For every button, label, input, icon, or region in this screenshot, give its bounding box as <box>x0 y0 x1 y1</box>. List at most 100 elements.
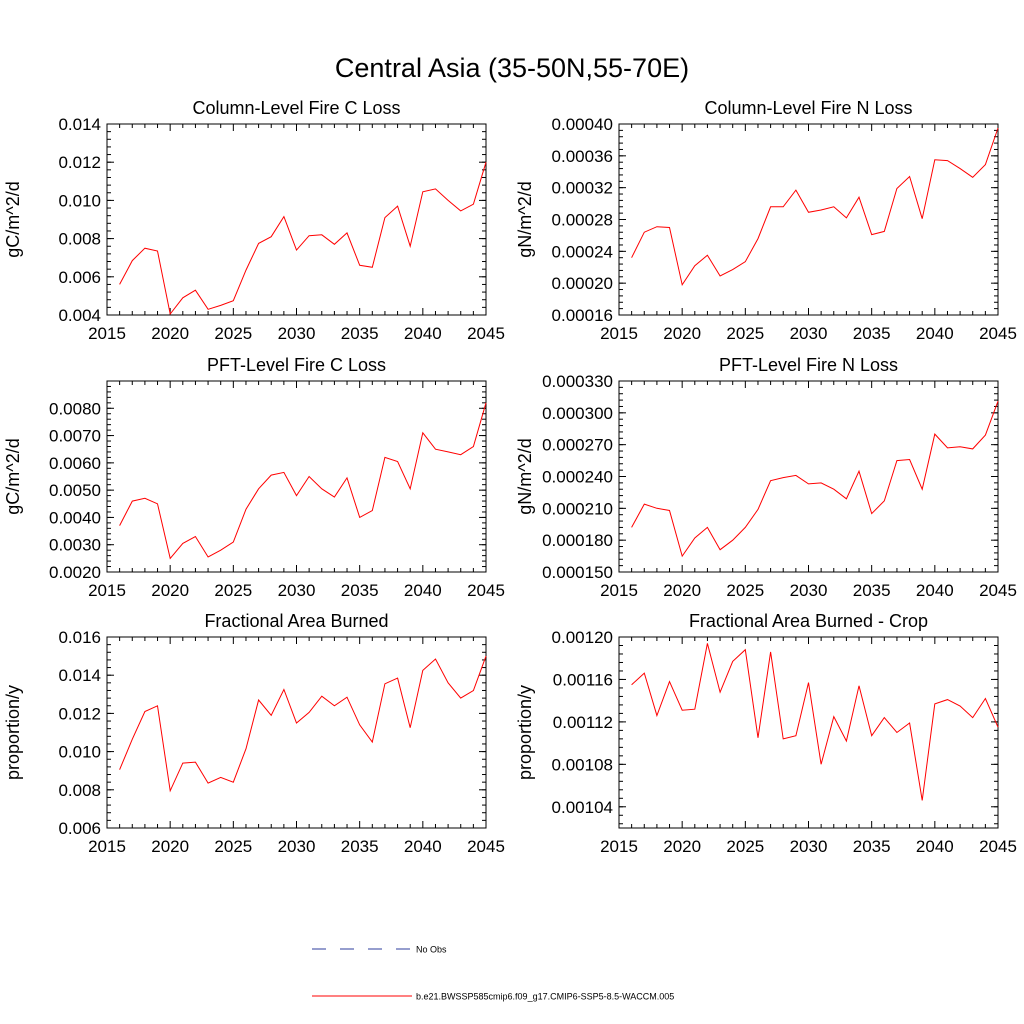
y-tick-label: 0.0060 <box>49 454 101 473</box>
x-tick-label: 2020 <box>151 837 189 856</box>
plot-frame <box>106 636 487 829</box>
x-tick-label: 2015 <box>600 324 638 343</box>
y-tick-label: 0.006 <box>58 268 101 287</box>
y-tick-label: 0.00108 <box>552 755 613 774</box>
legend-obs-label: No Obs <box>416 945 447 955</box>
x-tick-label: 2020 <box>663 581 701 600</box>
y-axis-label: gC/m^2/d <box>3 438 23 514</box>
y-tick-label: 0.010 <box>58 191 101 210</box>
legend-model-label: b.e21.BWSSP585cmip6.f09_g17.CMIP6-SSP5-8… <box>416 992 674 1002</box>
x-tick-label: 2015 <box>88 324 126 343</box>
y-tick-label: 0.004 <box>58 306 101 325</box>
y-tick-label: 0.006 <box>58 819 101 838</box>
x-tick-label: 2020 <box>151 581 189 600</box>
series-line <box>119 402 487 560</box>
panel-title: Column-Level Fire C Loss <box>192 98 400 118</box>
x-tick-label: 2040 <box>916 581 954 600</box>
x-tick-label: 2030 <box>278 581 316 600</box>
y-axis-label: gN/m^2/d <box>515 438 535 514</box>
y-tick-label: 0.000300 <box>542 404 613 423</box>
y-tick-label: 0.0030 <box>49 536 101 555</box>
panels: Column-Level Fire C Loss gC/m^2/d 2015 2020… <box>3 98 1017 856</box>
chart-panel-3: PFT-Level Fire C Loss gC/m^2/d 2015 2020 202… <box>3 355 505 600</box>
x-tick-label: 2030 <box>790 837 828 856</box>
x-tick-label: 2040 <box>404 837 442 856</box>
y-tick-label: 0.014 <box>58 115 101 134</box>
panel-title: Column-Level Fire N Loss <box>704 98 912 118</box>
x-tick-label: 2035 <box>341 837 379 856</box>
x-tick-label: 2035 <box>853 581 891 600</box>
x-tick-label: 2035 <box>853 324 891 343</box>
y-tick-label: 0.00024 <box>552 242 613 261</box>
y-tick-label: 0.000270 <box>542 436 613 455</box>
x-tick-label: 2015 <box>88 581 126 600</box>
y-axis-label: gN/m^2/d <box>515 181 535 257</box>
x-tick-label: 2015 <box>600 837 638 856</box>
x-tick-label: 2025 <box>214 837 252 856</box>
panel-title: PFT-Level Fire C Loss <box>207 355 386 375</box>
y-axis-label: proportion/y <box>515 685 535 780</box>
x-tick-label: 2020 <box>151 324 189 343</box>
x-tick-label: 2045 <box>979 581 1017 600</box>
x-tick-label: 2025 <box>726 581 764 600</box>
y-tick-label: 0.00040 <box>552 115 613 134</box>
figure-title: Central Asia (35-50N,55-70E) <box>335 53 689 83</box>
plot-frame <box>106 380 487 573</box>
y-tick-label: 0.000180 <box>542 531 613 550</box>
x-tick-label: 2045 <box>467 837 505 856</box>
y-tick-label: 0.0050 <box>49 481 101 500</box>
plot-frame <box>618 123 999 316</box>
y-tick-label: 0.0020 <box>49 563 101 582</box>
y-tick-label: 0.000240 <box>542 468 613 487</box>
x-tick-label: 2045 <box>979 324 1017 343</box>
y-tick-label: 0.00028 <box>552 211 613 230</box>
y-tick-label: 0.00020 <box>552 274 613 293</box>
x-tick-label: 2025 <box>726 837 764 856</box>
x-tick-label: 2015 <box>88 837 126 856</box>
y-tick-label: 0.00112 <box>553 713 613 732</box>
series-line <box>119 655 487 793</box>
series-line <box>631 643 999 801</box>
y-tick-label: 0.00032 <box>552 179 613 198</box>
y-tick-label: 0.00120 <box>552 628 613 647</box>
y-tick-label: 0.010 <box>58 743 101 762</box>
x-tick-label: 2040 <box>916 324 954 343</box>
y-tick-label: 0.012 <box>58 704 101 723</box>
chart-panel-1: Column-Level Fire C Loss gC/m^2/d 2015 2020… <box>3 98 505 343</box>
x-tick-label: 2020 <box>663 324 701 343</box>
x-tick-label: 2045 <box>467 581 505 600</box>
plot-frame <box>618 636 999 829</box>
chart-panel-5: Fractional Area Burned proportion/y 2015 20… <box>3 611 505 856</box>
legend: No Obs b.e21.BWSSP585cmip6.f09_g17.CMIP6… <box>312 945 674 1002</box>
y-axis-label: proportion/y <box>3 685 23 780</box>
x-tick-label: 2045 <box>979 837 1017 856</box>
y-tick-label: 0.014 <box>58 666 101 685</box>
y-tick-label: 0.000210 <box>542 499 613 518</box>
x-tick-label: 2025 <box>726 324 764 343</box>
y-tick-label: 0.016 <box>58 628 101 647</box>
y-tick-label: 0.00104 <box>552 798 613 817</box>
y-tick-label: 0.012 <box>58 153 101 172</box>
x-tick-label: 2035 <box>853 837 891 856</box>
y-tick-label: 0.00016 <box>552 306 613 325</box>
y-tick-label: 0.0040 <box>49 508 101 527</box>
chart-panel-2: Column-Level Fire N Loss gN/m^2/d 2015 2020… <box>515 98 1017 343</box>
panel-title: Fractional Area Burned <box>204 611 388 631</box>
chart-panel-6: Fractional Area Burned - Crop proportion/… <box>515 611 1017 856</box>
plot-frame <box>106 123 487 316</box>
y-tick-label: 0.000150 <box>542 563 613 582</box>
series-line <box>119 162 487 316</box>
x-tick-label: 2025 <box>214 324 252 343</box>
x-tick-label: 2040 <box>404 324 442 343</box>
x-tick-label: 2015 <box>600 581 638 600</box>
x-tick-label: 2045 <box>467 324 505 343</box>
y-axis-label: gC/m^2/d <box>3 181 23 257</box>
panel-title: PFT-Level Fire N Loss <box>719 355 898 375</box>
x-tick-label: 2020 <box>663 837 701 856</box>
y-tick-label: 0.0080 <box>49 399 101 418</box>
y-tick-label: 0.008 <box>58 781 101 800</box>
x-tick-label: 2035 <box>341 324 379 343</box>
x-tick-label: 2030 <box>790 581 828 600</box>
x-tick-label: 2030 <box>278 837 316 856</box>
